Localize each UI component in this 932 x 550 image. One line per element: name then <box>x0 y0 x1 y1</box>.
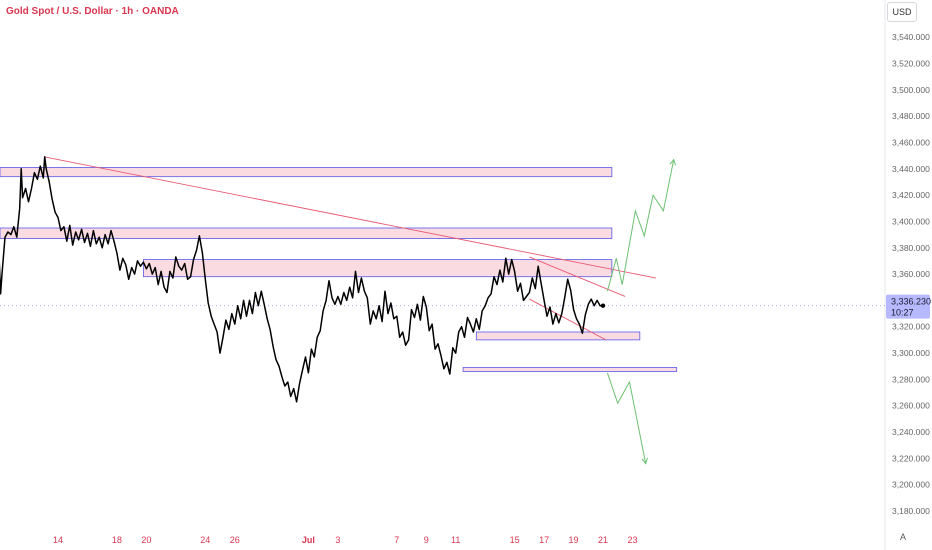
y-tick-label: 3,320.000 <box>892 322 930 332</box>
x-tick-label: 26 <box>230 535 240 545</box>
y-tick-label: 3,520.000 <box>892 58 930 68</box>
y-tick-label: 3,440.000 <box>892 164 930 174</box>
x-tick-label: 23 <box>627 535 637 545</box>
x-tick-label: 21 <box>598 535 608 545</box>
trend-lines <box>44 156 657 341</box>
currency-button[interactable]: USD <box>887 2 917 22</box>
zone-1 <box>0 227 613 239</box>
x-tick-label: 24 <box>200 535 210 545</box>
trend-line-2 <box>529 298 607 341</box>
x-axis-ticks: 14 18 20 24 26 Jul 3 7 9 11 15 17 19 21 23 <box>53 535 637 545</box>
projection-up-arrowhead <box>669 158 676 166</box>
projection-up <box>606 159 675 292</box>
y-tick-label: 3,540.000 <box>892 32 930 42</box>
trend-line-1 <box>529 256 626 297</box>
zone-4 <box>462 367 678 372</box>
y-tick-label: 3,220.000 <box>892 453 930 463</box>
y-tick-label: 3,500.000 <box>892 85 930 95</box>
current-price-tag: 3,336.230 10:27 <box>886 294 931 319</box>
price-tag-countdown: 10:27 <box>891 308 914 318</box>
zone-2 <box>143 259 613 278</box>
y-axis-ticks: 3,180.000 3,200.000 3,220.000 3,240.000 3,26… <box>892 32 930 516</box>
supply-demand-zones <box>0 167 678 372</box>
y-tick-label: 3,400.000 <box>892 216 930 226</box>
y-tick-label: 3,260.000 <box>892 401 930 411</box>
y-tick-label: 3,180.000 <box>892 506 930 516</box>
auto-scale-button[interactable]: A <box>900 532 907 542</box>
y-tick-label: 3,460.000 <box>892 137 930 147</box>
x-tick-label: 18 <box>112 535 122 545</box>
x-tick-label: 15 <box>510 535 520 545</box>
y-tick-label: 3,420.000 <box>892 190 930 200</box>
x-tick-label: Jul <box>302 535 315 545</box>
x-tick-label: 20 <box>141 535 151 545</box>
projection-paths <box>606 158 676 465</box>
price-tag-box <box>886 294 930 319</box>
chart-title: Gold Spot / U.S. Dollar · 1h · OANDA <box>6 6 179 17</box>
last-price-dot <box>600 303 606 308</box>
projection-down-arrowhead <box>641 457 648 465</box>
x-tick-label: 14 <box>53 535 63 545</box>
y-tick-label: 3,380.000 <box>892 243 930 253</box>
x-tick-label: 19 <box>569 535 579 545</box>
y-tick-label: 3,280.000 <box>892 374 930 384</box>
y-tick-label: 3,200.000 <box>892 480 930 490</box>
y-tick-label: 3,240.000 <box>892 427 930 437</box>
zone-0 <box>0 167 613 178</box>
price-line <box>0 156 603 403</box>
x-tick-label: 3 <box>335 535 340 545</box>
price-tag-price: 3,336.230 <box>891 297 931 307</box>
zone-3 <box>475 331 641 341</box>
x-tick-label: 9 <box>424 535 429 545</box>
x-tick-label: 17 <box>539 535 549 545</box>
projection-down <box>606 372 647 464</box>
trend-line-0 <box>44 156 657 279</box>
x-tick-label: 11 <box>451 535 460 545</box>
y-tick-label: 3,300.000 <box>892 348 930 358</box>
y-tick-label: 3,360.000 <box>892 269 930 279</box>
x-tick-label: 7 <box>394 535 399 545</box>
y-tick-label: 3,480.000 <box>892 111 930 121</box>
